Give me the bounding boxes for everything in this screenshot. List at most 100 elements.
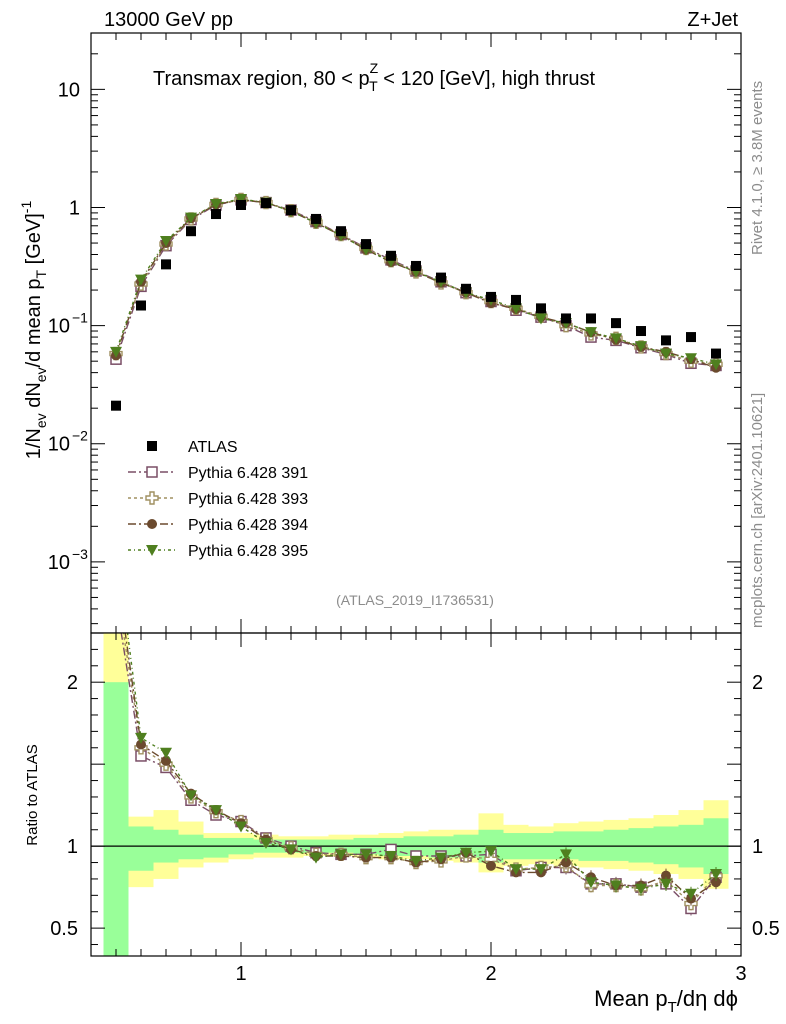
plot-title-sub: T — [369, 78, 378, 94]
x-axis: 1 2 3 — [90, 633, 747, 985]
atlas-point — [111, 400, 121, 411]
legend-marker — [147, 519, 157, 529]
atlas-point — [186, 226, 196, 237]
legend-label: Pythia 6.428 394 — [188, 517, 308, 534]
ratio-band-green — [603, 829, 629, 861]
ratio-band-green — [203, 837, 229, 858]
atlas-point — [536, 303, 546, 314]
legend: ATLAS Pythia 6.428 391 Pythia 6.428 393 Pyt… — [128, 439, 308, 560]
ratio-series-4-point — [685, 888, 697, 900]
ratio-series-4-point — [585, 877, 597, 889]
main-series-group — [109, 192, 723, 373]
ratio-series-3-point — [161, 755, 171, 766]
analysis-id: (ATLAS_2019_I1736531) — [336, 592, 494, 608]
atlas-point — [411, 260, 421, 271]
ratio-series-group — [120, 633, 723, 916]
atlas-point — [361, 239, 371, 250]
ratio-y-tick-label-right: 2 — [752, 672, 763, 694]
ratio-series-3-point — [711, 877, 721, 888]
ratio-series-4-point — [410, 855, 422, 867]
atlas-point — [461, 283, 471, 294]
atlas-point — [336, 226, 346, 237]
ratio-y-tick-label-right: 1 — [752, 836, 763, 858]
x-tick-label: 2 — [485, 963, 496, 985]
atlas-point — [286, 205, 296, 216]
ratio-series-4-point — [210, 805, 222, 817]
ratio-y-axis: 2 2 1 1 0.5 0.5 — [50, 648, 780, 946]
series-line-4 — [115, 198, 717, 366]
ratio-series-4-point — [285, 844, 297, 856]
main-y-tick-label: 1 — [69, 197, 80, 219]
ratio-series-4-point — [535, 864, 547, 876]
legend-label: Pythia 6.428 391 — [188, 465, 308, 482]
atlas-point — [211, 209, 221, 220]
series-4-point — [210, 199, 222, 211]
series-4-point — [710, 359, 722, 371]
legend-label: Pythia 6.428 393 — [188, 491, 308, 508]
series-4-point — [635, 341, 647, 353]
ratio-band-green — [428, 836, 454, 858]
x-axis-title: Mean pT/dη dϕ — [594, 986, 738, 1016]
series-4-point — [510, 303, 522, 315]
main-y-tick-label: 10 — [48, 316, 70, 338]
rivet-label: Rivet 4.1.0, ≥ 3.8M events — [749, 81, 766, 255]
ratio-uncertainty-bands — [91, 633, 741, 956]
mcplots-label: mcplots.cern.ch [arXiv:2401.10621] — [749, 393, 766, 628]
ratio-y-tick-label-right: 0.5 — [752, 918, 780, 940]
series-line-3 — [115, 199, 717, 369]
ratio-y-tick-label: 2 — [67, 672, 78, 694]
ratio-series-4-point — [610, 880, 622, 892]
series-4-point — [135, 274, 147, 286]
series-4-point — [585, 327, 597, 339]
ratio-series-4-point — [460, 847, 472, 859]
main-y-tick-label: 10 — [48, 552, 70, 574]
atlas-point — [436, 272, 446, 283]
legend-marker — [145, 491, 159, 505]
legend-marker — [146, 466, 158, 478]
ratio-y-tick-label: 0.5 — [50, 918, 78, 940]
series-4-point — [235, 193, 247, 205]
atlas-point — [636, 326, 646, 337]
atlas-point — [686, 332, 696, 343]
legend-label: ATLAS — [188, 439, 238, 456]
ratio-band-green — [128, 826, 154, 871]
ratio-series-4-point — [310, 852, 322, 864]
ratio-series-4-point — [260, 837, 272, 849]
ratio-series-4-point — [510, 864, 522, 876]
plot-title-sup: Z — [370, 60, 379, 76]
main-y-tick-label-exp: −2 — [72, 428, 88, 444]
svg-text:1/Nev dNev/d mean pT [GeV]-1: 1/Nev dNev/d mean pT [GeV]-1 — [18, 201, 49, 460]
x-tick-label: 3 — [735, 963, 746, 985]
ratio-series-4-point — [485, 846, 497, 858]
series-4-point — [685, 353, 697, 365]
legend-label: Pythia 6.428 395 — [188, 543, 308, 560]
atlas-point — [611, 318, 621, 329]
ratio-series-4-point — [135, 732, 147, 744]
ratio-series-3-point — [661, 870, 671, 881]
main-y-tick-label-exp: −3 — [72, 546, 88, 562]
ratio-series-4-point — [635, 883, 647, 895]
atlas-point — [561, 313, 571, 324]
ratio-series-4-point — [660, 878, 672, 890]
atlas-point — [711, 348, 721, 359]
atlas-point — [386, 250, 396, 261]
series-4-point — [160, 236, 172, 248]
plot-title-rest: < 120 [GeV], high thrust — [378, 68, 596, 90]
atlas-point — [586, 313, 596, 324]
main-y-axis-title: 1/Nev dNev/d mean pT [GeV]-1 — [18, 201, 49, 460]
ratio-series-4-point — [160, 747, 172, 759]
ratio-series-4-point — [435, 852, 447, 864]
ratio-y-axis-title: Ratio to ATLAS — [24, 744, 41, 845]
ratio-series-4-point — [385, 850, 397, 862]
main-y-tick-label: 10 — [58, 79, 80, 101]
plot-title: Transmax region, 80 < pZ T < 120 [GeV], h… — [153, 60, 596, 94]
series-line-2 — [115, 198, 717, 366]
series-4-point — [660, 348, 672, 360]
series-4-point — [535, 313, 547, 325]
ratio-series-3-point — [136, 739, 146, 750]
ratio-series-4-point — [360, 849, 372, 861]
ratio-series-4-point — [560, 849, 572, 861]
atlas-point — [261, 198, 271, 209]
